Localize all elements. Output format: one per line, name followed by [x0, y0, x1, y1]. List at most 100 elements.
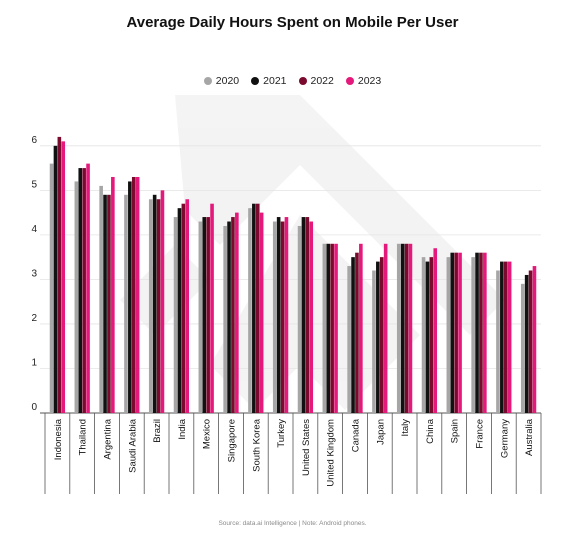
bar-turkey-2023	[284, 217, 289, 413]
bar-argentina-2020	[99, 185, 103, 413]
bar-indonesia-2020	[49, 163, 54, 413]
legend-item-2022: 2022	[298, 75, 334, 87]
x-tick-label-india: India	[177, 418, 188, 439]
bar-canada-2023	[359, 243, 363, 413]
y-tick-label-5: 5	[31, 179, 37, 190]
bar-saudi-arabia-2020	[124, 194, 128, 413]
x-tick-label-spain: Spain	[450, 419, 461, 443]
bar-spain-2022	[454, 252, 458, 413]
bar-brazil-2021	[152, 194, 157, 413]
bar-china-2022	[429, 257, 434, 413]
legend-label-2022: 2022	[310, 75, 334, 87]
bar-france-2023	[483, 252, 487, 413]
bar-indonesia-2022	[57, 136, 62, 413]
bar-united-states-2023	[309, 221, 314, 413]
x-tick-label-turkey: Turkey	[276, 419, 287, 448]
source-note: Source: data.ai Intelligence | Note: And…	[218, 520, 367, 527]
bar-singapore-2021	[227, 221, 231, 413]
bar-italy-2020	[396, 243, 401, 413]
x-tick-label-saudi-arabia: Saudi Arabia	[127, 418, 138, 473]
bar-united-states-2020	[297, 225, 302, 413]
bar-india-2021	[177, 208, 182, 413]
bar-turkey-2022	[280, 221, 285, 413]
bar-italy-2023	[408, 243, 413, 413]
bar-china-2023	[433, 248, 438, 413]
bar-canada-2021	[351, 257, 355, 413]
bar-singapore-2022	[231, 217, 235, 413]
bar-united-kingdom-2021	[326, 243, 331, 413]
y-tick-label-0: 0	[31, 402, 37, 413]
bar-argentina-2023	[111, 176, 115, 413]
bar-japan-2022	[379, 257, 384, 413]
bar-brazil-2020	[148, 199, 153, 413]
bar-saudi-arabia-2022	[131, 176, 136, 413]
legend-item-2023: 2023	[345, 75, 382, 87]
bar-south-korea-2020	[248, 208, 252, 413]
bar-argentina-2021	[103, 194, 107, 413]
legend-swatch-2020	[203, 77, 212, 85]
bar-china-2020	[421, 257, 426, 413]
x-tick-label-canada: Canada	[351, 418, 362, 452]
bar-australia-2020	[520, 283, 525, 413]
bar-thailand-2020	[74, 181, 79, 413]
chart-legend: 2020 2021 2022 2023	[0, 75, 585, 87]
bar-thailand-2021	[78, 168, 83, 413]
y-tick-label-4: 4	[31, 224, 37, 235]
y-tick-label-6: 6	[31, 135, 37, 146]
x-tick-label-thailand: Thailand	[78, 419, 89, 455]
x-tick-label-japan: Japan	[375, 419, 386, 445]
bar-south-korea-2022	[255, 203, 260, 413]
bar-india-2023	[185, 199, 190, 413]
bar-spain-2020	[446, 257, 451, 413]
legend-item-2021: 2021	[251, 75, 287, 87]
bar-japan-2021	[376, 261, 380, 413]
x-tick-label-australia: Australia	[524, 418, 535, 456]
bar-india-2020	[173, 217, 178, 413]
x-tick-label-united-states: United States	[301, 419, 312, 476]
bar-india-2022	[181, 203, 186, 413]
legend-label-2020: 2020	[215, 75, 240, 87]
x-tick-label-china: China	[425, 418, 436, 444]
bar-united-states-2022	[305, 217, 310, 413]
legend-swatch-2021	[251, 77, 260, 85]
legend-label-2021: 2021	[263, 75, 287, 87]
bar-spain-2023	[458, 252, 462, 413]
bar-south-korea-2021	[252, 203, 256, 413]
bar-germany-2021	[500, 261, 504, 413]
bar-mexico-2022	[206, 217, 210, 413]
y-tick-label-2: 2	[31, 313, 37, 324]
bar-china-2021	[425, 261, 430, 413]
bar-south-korea-2023	[259, 212, 264, 413]
bar-singapore-2023	[235, 212, 239, 413]
bar-brazil-2022	[156, 199, 161, 413]
x-tick-label-mexico: Mexico	[202, 419, 213, 449]
legend-item-2020: 2020	[203, 75, 240, 87]
bar-australia-2023	[532, 266, 537, 413]
bar-united-kingdom-2020	[322, 243, 327, 413]
x-tick-label-italy: Italy	[400, 419, 411, 437]
bar-mexico-2023	[210, 203, 214, 413]
bar-saudi-arabia-2021	[128, 181, 132, 413]
legend-swatch-2022	[298, 77, 307, 85]
bar-japan-2023	[383, 243, 388, 413]
legend-label-2023: 2023	[357, 75, 382, 87]
bar-mexico-2021	[202, 217, 207, 413]
y-tick-label-1: 1	[31, 357, 37, 368]
bar-spain-2021	[450, 252, 455, 413]
bar-turkey-2021	[276, 217, 281, 413]
bar-germany-2020	[496, 270, 500, 413]
y-tick-label-3: 3	[31, 268, 37, 279]
bar-france-2021	[475, 252, 479, 413]
bar-mexico-2020	[198, 221, 203, 413]
x-tick-label-brazil: Brazil	[152, 419, 163, 443]
bar-france-2020	[471, 257, 475, 413]
x-tick-label-germany: Germany	[499, 419, 510, 458]
bar-australia-2022	[528, 270, 533, 413]
bar-thailand-2023	[86, 163, 90, 413]
bar-canada-2022	[355, 252, 359, 413]
bar-canada-2020	[347, 266, 351, 413]
bar-italy-2021	[400, 243, 405, 413]
bar-saudi-arabia-2023	[135, 176, 140, 413]
bar-united-kingdom-2023	[334, 243, 338, 413]
